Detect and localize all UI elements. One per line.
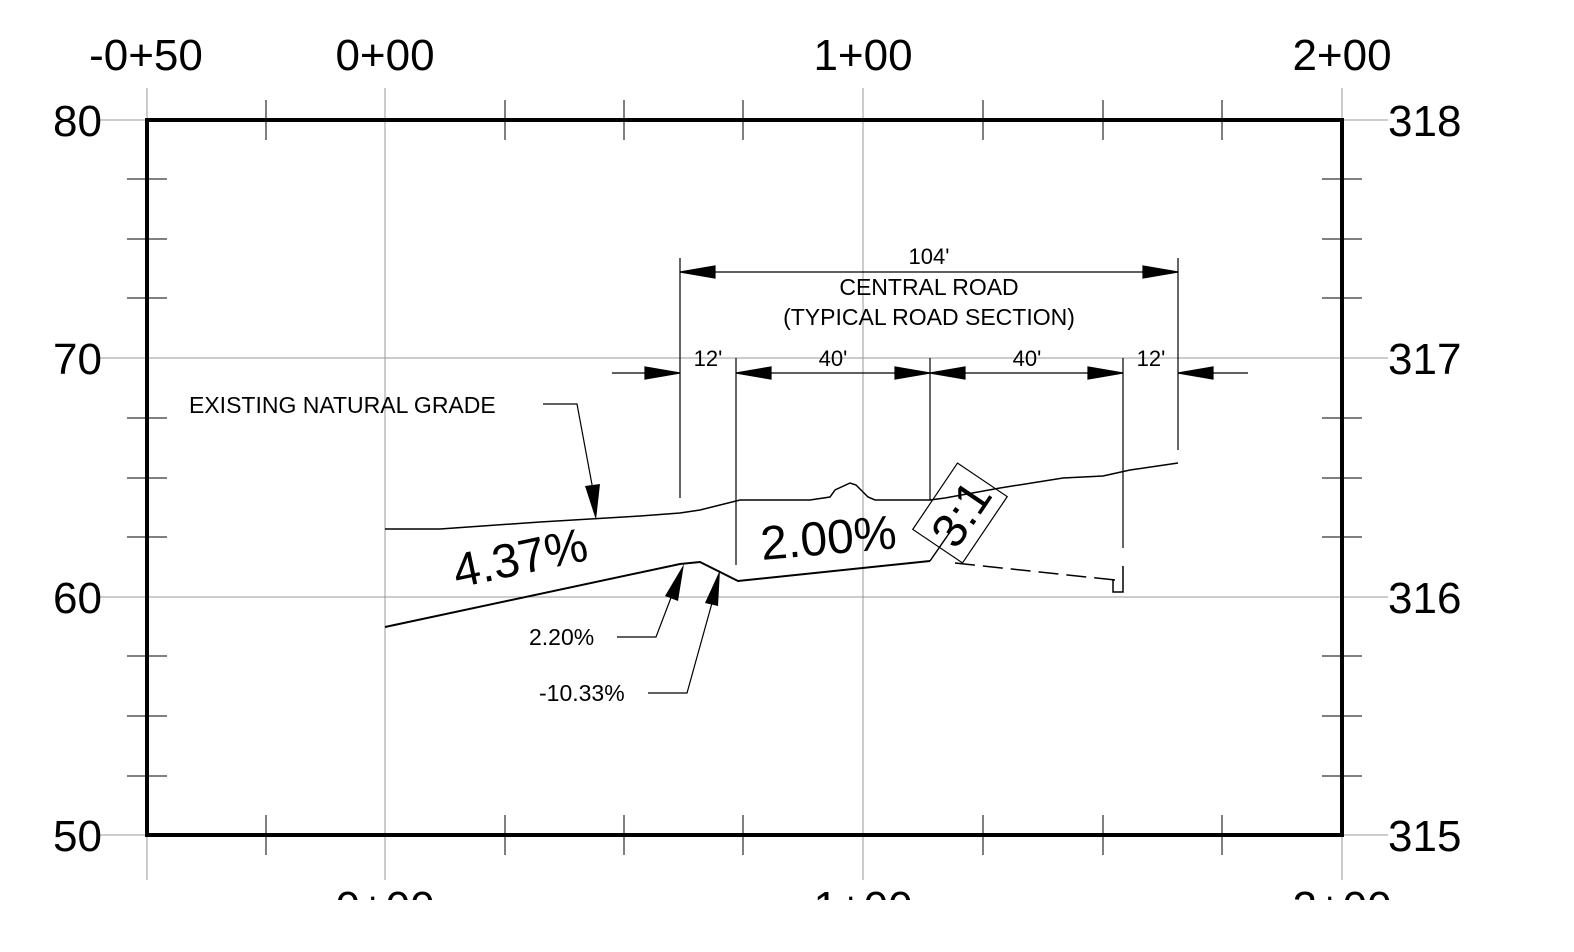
station-label: 1+00 [813, 31, 912, 80]
slope-callout-a-arrowhead [665, 564, 684, 601]
slope-callout-b-leader [648, 602, 713, 694]
elevation-labels-right: 318 317 316 315 [1388, 97, 1461, 861]
right-lane-label: 40' [1013, 346, 1042, 371]
station-label: 1+00 [813, 883, 912, 932]
plot-frame [145, 118, 1344, 837]
elevation-label: 50 [53, 812, 102, 861]
slope-callout-b: -10.33% [539, 680, 625, 706]
dimension-lines [612, 265, 1248, 380]
curb-symbol [1112, 566, 1124, 593]
station-labels-bottom: 0+00 1+00 2+00 [335, 883, 1391, 932]
slope-callout-a-leader [617, 594, 673, 638]
side-slope-box: 3:1 [911, 462, 1009, 564]
dimension-labels: 104' 12' 40' 40' 12' [694, 244, 1166, 371]
overall-width-label: 104' [909, 244, 950, 269]
section-title: CENTRAL ROAD [839, 274, 1018, 300]
existing-grade-arrowhead [585, 484, 600, 520]
extension-lines [679, 258, 1179, 565]
elevation-label: 80 [53, 97, 102, 146]
proposed-section-line [384, 560, 931, 628]
subgrade-dashed-line [954, 562, 1116, 581]
station-label: 2+00 [1292, 31, 1391, 80]
station-labels-top: -0+50 0+00 1+00 2+00 [89, 31, 1391, 80]
elevation-label: 60 [53, 574, 102, 623]
section-subtitle: (TYPICAL ROAD SECTION) [783, 304, 1075, 330]
slope-callout-b-arrowhead [705, 570, 720, 606]
left-shoulder-label: 12' [694, 346, 723, 371]
tick-marks [127, 100, 1362, 855]
slope-callout-a: 2.20% [529, 624, 594, 650]
side-slope-line [929, 531, 951, 562]
station-label: -0+50 [89, 31, 203, 80]
left-lane-label: 40' [819, 346, 848, 371]
elevation-label: 317 [1388, 335, 1461, 384]
elevation-labels-left: 80 70 60 50 [53, 97, 102, 861]
elevation-label: 70 [53, 335, 102, 384]
road-slope-label: 2.00% [758, 506, 898, 571]
grid [100, 88, 1388, 880]
existing-grade-callout: EXISTING NATURAL GRADE [189, 392, 496, 418]
existing-grade-line [385, 462, 1179, 530]
station-label: 0+00 [335, 883, 434, 932]
elevation-label: 318 [1388, 97, 1461, 146]
station-label: 2+00 [1292, 883, 1391, 932]
right-shoulder-label: 12' [1137, 346, 1166, 371]
elevation-label: 315 [1388, 812, 1461, 861]
station-label: 0+00 [335, 31, 434, 80]
elevation-label: 316 [1388, 574, 1461, 623]
existing-grade-leader [543, 403, 594, 491]
